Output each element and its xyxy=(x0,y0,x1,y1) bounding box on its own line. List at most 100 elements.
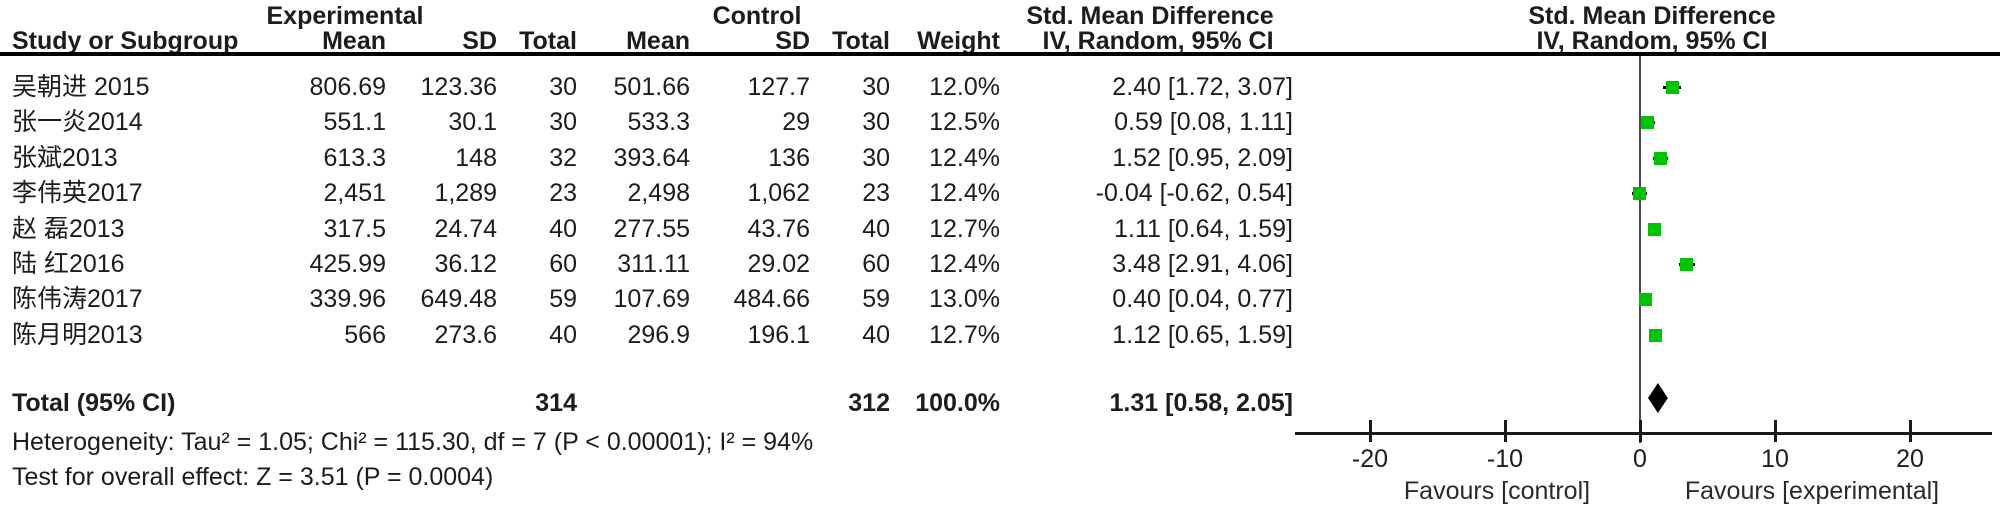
exp-total-cell: 30 xyxy=(549,73,577,101)
x-axis-line xyxy=(1295,432,1992,435)
total-weight: 100.0% xyxy=(915,389,1000,417)
total-ctrl-total: 312 xyxy=(848,389,890,417)
weight-cell: 12.4% xyxy=(929,250,1000,278)
effect-point-marker xyxy=(1638,293,1652,307)
exp-mean-cell: 2,451 xyxy=(323,179,386,208)
ci-text-cell: 2.40 [1.72, 3.07] xyxy=(1112,73,1293,101)
axis-tick xyxy=(1503,420,1507,442)
overall-effect-test: Test for overall effect: Z = 3.51 (P = 0… xyxy=(12,463,494,491)
study-row: 李伟英2017 2,451 1,289 23 2,498 1,062 23 12.4% -0.0… xyxy=(0,176,1340,211)
total-row: Total (95% CI) 314 312 100.0% 1.31 [0.58… xyxy=(0,386,1340,421)
ctrl-mean-cell: 393.64 xyxy=(613,143,690,172)
effect-point-marker xyxy=(1648,328,1662,342)
zero-reference-line xyxy=(1639,56,1641,443)
ci-text-cell: -0.04 [-0.62, 0.54] xyxy=(1095,179,1293,208)
ctrl-sd-cell: 127.7 xyxy=(747,73,810,101)
study-name-cell: 李伟英2017 xyxy=(12,179,143,208)
exp-sd-cell: 30.1 xyxy=(448,108,497,137)
total-exp-total: 314 xyxy=(535,389,577,417)
exp-total-cell: 40 xyxy=(549,320,577,349)
ctrl-mean-cell: 296.9 xyxy=(627,320,690,349)
ci-text-cell: 0.59 [0.08, 1.11] xyxy=(1114,108,1293,137)
ci-text-cell: 1.52 [0.95, 2.09] xyxy=(1112,143,1293,172)
study-name-cell: 吴朝进 2015 xyxy=(12,73,150,101)
total-ci-text: 1.31 [0.58, 2.05] xyxy=(1109,389,1293,417)
axis-tick xyxy=(1638,420,1642,442)
header-exp-sd: SD xyxy=(462,27,497,55)
exp-total-cell: 23 xyxy=(549,179,577,208)
weight-cell: 12.0% xyxy=(929,73,1000,101)
exp-total-cell: 32 xyxy=(549,143,577,172)
effect-point-marker xyxy=(1654,151,1668,165)
exp-total-cell: 60 xyxy=(549,250,577,278)
ctrl-mean-cell: 501.66 xyxy=(613,73,690,101)
ctrl-sd-cell: 484.66 xyxy=(733,285,810,314)
header-smd-numeric: Std. Mean Difference xyxy=(1026,2,1274,30)
ctrl-total-cell: 40 xyxy=(862,214,890,243)
ctrl-sd-cell: 1,062 xyxy=(747,179,810,208)
ctrl-total-cell: 40 xyxy=(862,320,890,349)
weight-cell: 12.7% xyxy=(929,214,1000,243)
ci-text-cell: 1.12 [0.65, 1.59] xyxy=(1112,320,1293,349)
heterogeneity-stats: Heterogeneity: Tau² = 1.05; Chi² = 115.3… xyxy=(12,428,814,456)
weight-cell: 12.5% xyxy=(929,108,1000,137)
ci-text-cell: 1.11 [0.64, 1.59] xyxy=(1114,214,1293,243)
ctrl-mean-cell: 311.11 xyxy=(617,250,690,278)
study-row: 赵 磊2013 317.5 24.74 40 277.55 43.76 40 12.7% 1.1… xyxy=(0,212,1340,247)
header-divider-line xyxy=(0,52,2000,56)
axis-tick-label: -10 xyxy=(1486,445,1524,473)
ctrl-total-cell: 30 xyxy=(862,143,890,172)
weight-cell: 12.4% xyxy=(929,143,1000,172)
weight-cell: 12.4% xyxy=(929,179,1000,208)
exp-total-cell: 30 xyxy=(549,108,577,137)
pooled-effect-diamond xyxy=(1647,383,1668,413)
weight-cell: 12.7% xyxy=(929,320,1000,349)
study-row: 陈月明2013 566 273.6 40 296.9 196.1 40 12.7% 1.12 [… xyxy=(0,318,1340,353)
study-row: 张一炎2014 551.1 30.1 30 533.3 29 30 12.5% 0.59 [0.… xyxy=(0,105,1340,140)
header-experimental-group: Experimental xyxy=(266,2,424,30)
header-ctrl-mean: Mean xyxy=(626,27,690,55)
header-exp-total: Total xyxy=(519,27,577,55)
header-ci-plot: IV, Random, 95% CI xyxy=(1536,27,1768,55)
ctrl-total-cell: 60 xyxy=(862,250,890,278)
total-label: Total (95% CI) xyxy=(12,389,176,417)
header-ctrl-sd: SD xyxy=(775,27,810,55)
axis-tick-label: 20 xyxy=(1896,445,1924,473)
ctrl-mean-cell: 2,498 xyxy=(627,179,690,208)
ctrl-sd-cell: 29 xyxy=(782,108,810,137)
ctrl-total-cell: 23 xyxy=(862,179,890,208)
study-name-cell: 张斌2013 xyxy=(12,143,118,172)
axis-tick xyxy=(1368,420,1372,442)
ctrl-sd-cell: 29.02 xyxy=(747,250,810,278)
effect-point-marker xyxy=(1641,116,1655,130)
header-weight: Weight xyxy=(917,27,1000,55)
favours-experimental-label: Favours [experimental] xyxy=(1684,477,1940,505)
ctrl-mean-cell: 107.69 xyxy=(613,285,690,314)
study-row: 陈伟涛2017 339.96 649.48 59 107.69 484.66 59 13.0%… xyxy=(0,282,1340,317)
axis-tick-label: -20 xyxy=(1351,445,1389,473)
exp-sd-cell: 24.74 xyxy=(434,214,497,243)
ctrl-mean-cell: 533.3 xyxy=(627,108,690,137)
header-smd-plot: Std. Mean Difference xyxy=(1528,2,1776,30)
exp-sd-cell: 1,289 xyxy=(434,179,497,208)
axis-tick xyxy=(1773,420,1777,442)
axis-tick-label: 10 xyxy=(1761,445,1789,473)
study-row: 吴朝进 2015 806.69 123.36 30 501.66 127.7 30 12.0%… xyxy=(0,70,1340,105)
exp-sd-cell: 273.6 xyxy=(434,320,497,349)
exp-mean-cell: 806.69 xyxy=(309,73,386,101)
exp-sd-cell: 148 xyxy=(455,143,497,172)
header-control-group: Control xyxy=(712,2,802,30)
effect-point-marker xyxy=(1648,222,1662,236)
exp-total-cell: 40 xyxy=(549,214,577,243)
study-row: 张斌2013 613.3 148 32 393.64 136 30 12.4% 1.52 [0.… xyxy=(0,141,1340,176)
exp-sd-cell: 123.36 xyxy=(420,73,497,101)
study-row: 陆 红2016 425.99 36.12 60 311.11 29.02 60 12.4% 3.… xyxy=(0,247,1340,282)
ctrl-sd-cell: 196.1 xyxy=(747,320,810,349)
ctrl-total-cell: 30 xyxy=(862,73,890,101)
ci-text-cell: 0.40 [0.04, 0.77] xyxy=(1112,285,1293,314)
ci-text-cell: 3.48 [2.91, 4.06] xyxy=(1112,250,1293,278)
effect-point-marker xyxy=(1665,81,1679,94)
ctrl-total-cell: 59 xyxy=(862,285,890,314)
effect-point-marker xyxy=(1680,258,1694,271)
